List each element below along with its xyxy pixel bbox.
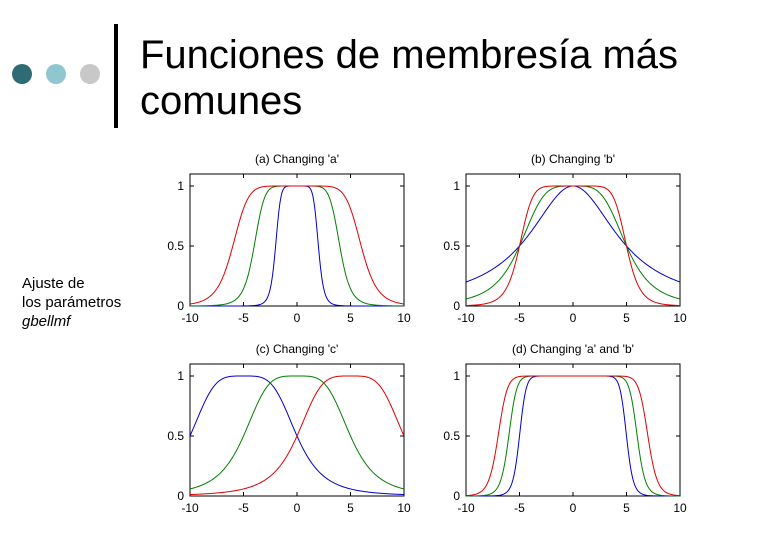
panel-1-xtick-label: -5 xyxy=(238,311,249,325)
panel-4-xtick-label: -10 xyxy=(457,501,475,515)
panel-4-ytick-label: 0 xyxy=(453,489,460,503)
panel-2-xtick-label: 5 xyxy=(623,311,630,325)
panel-2-xtick-label: -5 xyxy=(514,311,525,325)
panel-2-series-2-line xyxy=(465,185,681,300)
panel-3-xtick-label: -10 xyxy=(181,501,199,515)
panel-3-series-3-line xyxy=(189,375,405,496)
panel-3-series-2-line xyxy=(189,375,405,490)
panel-4-xtick-label: 0 xyxy=(570,501,577,515)
panel-3-ytick-label: 0 xyxy=(177,489,184,503)
panel-2-xtick-label: 0 xyxy=(570,311,577,325)
side-note-function: gbellmf xyxy=(22,312,121,331)
panel-4-series-3-line xyxy=(465,375,681,497)
panel-1-title: (a) Changing 'a' xyxy=(255,152,339,166)
panel-3-xtick-label: 5 xyxy=(347,501,354,515)
panel-4-ytick-label: 1 xyxy=(453,369,460,383)
panel-2-frame xyxy=(465,173,681,307)
panel-1-series-1-line xyxy=(190,185,404,307)
panel-2-ytick-label: 1 xyxy=(453,179,460,193)
panel-2-xtick-label: -10 xyxy=(457,311,475,325)
panel-1-xtick-label: 5 xyxy=(347,311,354,325)
panel-2-ytick-label: 0.5 xyxy=(443,239,460,253)
panel-2-series-1-line xyxy=(465,185,681,283)
side-note: Ajuste de los parámetros gbellmf xyxy=(22,274,121,331)
panel-3-frame xyxy=(189,363,405,497)
panel-3-ytick-label: 1 xyxy=(177,369,184,383)
panel-2-ytick-label: 0 xyxy=(453,299,460,313)
panel-1-xtick-label: -10 xyxy=(181,311,199,325)
panel-4-xtick-label: 10 xyxy=(673,501,687,515)
panel-3-ytick-label: 0.5 xyxy=(167,429,184,443)
panel-3-xtick-label: -5 xyxy=(238,501,249,515)
title-divider xyxy=(114,24,118,128)
side-note-line-2: los parámetros xyxy=(22,294,122,311)
panel-1-xtick-label: 10 xyxy=(397,311,411,325)
panel-4-title: (d) Changing 'a' and 'b' xyxy=(512,342,634,356)
panel-4-xtick-label: -5 xyxy=(514,501,525,515)
panel-4-frame xyxy=(465,363,681,497)
bullet-dot-1 xyxy=(12,64,32,84)
panel-1-series-2-line xyxy=(189,185,405,307)
side-note-line-1: Ajuste de xyxy=(22,275,85,292)
panel-1-xtick-label: 0 xyxy=(294,311,301,325)
panel-3-title: (c) Changing 'c' xyxy=(256,342,339,356)
panel-1-ytick-label: 0 xyxy=(177,299,184,313)
bullet-dot-2 xyxy=(46,64,66,84)
panel-3-xtick-label: 0 xyxy=(294,501,301,515)
panel-3-xtick-label: 10 xyxy=(397,501,411,515)
panel-2-title: (b) Changing 'b' xyxy=(531,152,615,166)
panel-4-xtick-label: 5 xyxy=(623,501,630,515)
panel-1-series-3-line xyxy=(189,185,405,305)
function-name: gbellmf xyxy=(22,313,71,330)
panel-2-series-3-line xyxy=(465,185,681,307)
panel-1-frame xyxy=(189,173,405,307)
panel-1-ytick-label: 1 xyxy=(177,179,184,193)
panel-1-ytick-label: 0.5 xyxy=(167,239,184,253)
panel-2-xtick-label: 10 xyxy=(673,311,687,325)
slide-title: Funciones de membresía más comunes xyxy=(140,33,679,123)
panel-4-ytick-label: 0.5 xyxy=(443,429,460,443)
bullet-dot-3 xyxy=(80,64,100,84)
